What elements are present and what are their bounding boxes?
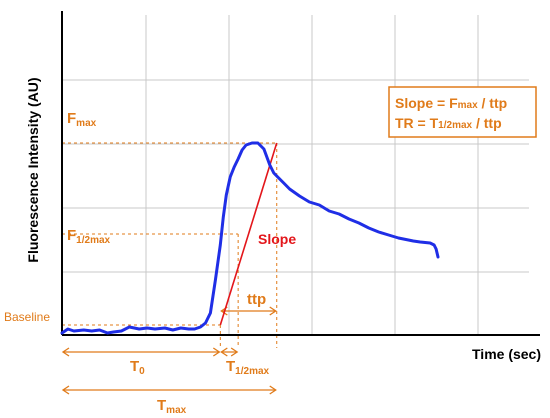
annotation-slope-formula: Slope = Fmax / ttp: [395, 95, 507, 111]
y-axis-label: Fluorescence Intensity (AU): [25, 77, 41, 262]
annotation-box: Slope = Fmax / ttp TR = T1/2max / ttp: [388, 86, 537, 138]
thalf-label: T1/2max: [226, 358, 270, 377]
thalf-arrow-head-left: [220, 347, 228, 357]
tmax-label: Tmax: [157, 397, 187, 416]
grid: [62, 15, 529, 335]
series-group: [60, 141, 440, 335]
slope-line: [219, 142, 278, 326]
fmax-label: Fmax: [67, 110, 97, 129]
reference-lines: [61, 142, 278, 395]
ttp-label: ttp: [247, 291, 266, 308]
ttp-arrow-head-right: [269, 306, 277, 316]
baseline-label: Baseline: [4, 310, 50, 324]
t0-arrow-head-right: [212, 347, 221, 357]
series-line: [60, 141, 440, 335]
t0-label: T0: [130, 358, 145, 377]
fhalf-label: F1/2max: [67, 227, 111, 246]
annotation-box-frame: [388, 86, 537, 138]
labels: Fmax F1/2max Baseline Slope ttp T0 T1/2max Tmax…: [4, 77, 541, 416]
x-axis-label: Time (sec): [472, 346, 541, 362]
annotation-tr-formula: TR = T1/2max / ttp: [395, 115, 502, 131]
axes: [61, 11, 540, 336]
tmax-arrow-head-left: [61, 385, 70, 395]
tmax-arrow-head-right: [269, 385, 277, 395]
t0-arrow-head-left: [61, 347, 70, 357]
slope-label: Slope: [258, 231, 296, 247]
thalf-arrow-head-right: [230, 347, 239, 357]
